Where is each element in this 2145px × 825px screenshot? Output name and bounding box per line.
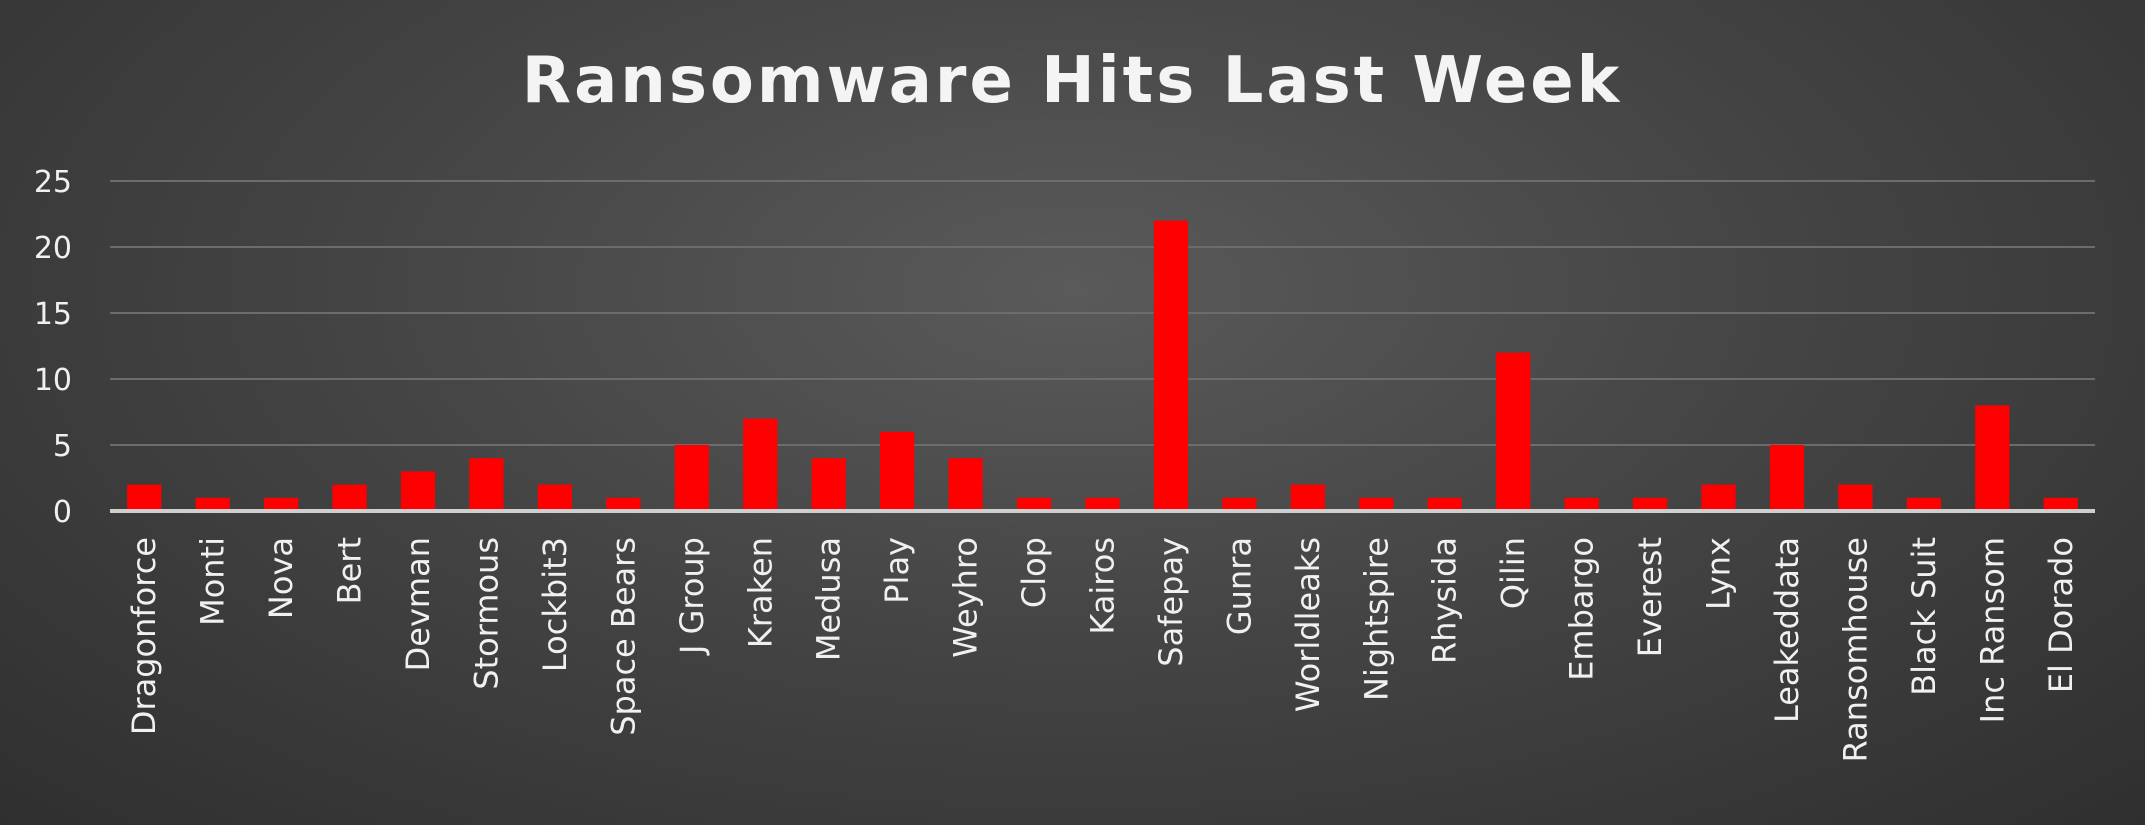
x-category-label: Space Bears xyxy=(604,537,642,736)
x-category-label: Devman xyxy=(399,537,437,671)
x-category-label: Weyhro xyxy=(947,537,985,658)
bar-worldleaks xyxy=(1290,484,1325,511)
bar-play xyxy=(880,431,915,511)
x-category-label: Black Suit xyxy=(1905,537,1943,696)
x-category-label: Nightspire xyxy=(1357,537,1395,701)
x-category-label: Stormous xyxy=(467,537,505,690)
y-tick-label: 15 xyxy=(34,297,72,332)
y-tick-label: 10 xyxy=(34,363,72,398)
x-category-label: Clop xyxy=(1015,537,1053,608)
y-tick-label: 25 xyxy=(34,165,72,200)
x-category-label: Everest xyxy=(1631,537,1669,657)
x-category-label: Gunra xyxy=(1220,537,1258,635)
bar-kairos xyxy=(1085,497,1120,511)
bar-inc-ransom xyxy=(1975,405,2010,511)
bar-safepay xyxy=(1153,220,1189,511)
bars xyxy=(127,220,2078,511)
x-category-label: J Group xyxy=(673,537,711,656)
x-category-label: Kraken xyxy=(741,537,779,648)
bar-lockbit3 xyxy=(537,484,573,511)
bar-dragonforce xyxy=(127,484,162,511)
x-category-label: Kairos xyxy=(1084,537,1122,635)
bar-devman xyxy=(400,471,436,511)
x-category-label: Worldleaks xyxy=(1289,537,1327,712)
bar-everest xyxy=(1632,497,1668,511)
x-category-label: Play xyxy=(878,537,916,604)
bar-kraken xyxy=(743,418,778,511)
x-category-label: Ransomhouse xyxy=(1836,537,1874,762)
x-category-label: Nova xyxy=(262,537,300,619)
x-category-label: Monti xyxy=(194,537,232,626)
y-tick-label: 0 xyxy=(53,495,72,530)
gridlines xyxy=(110,180,2095,446)
bar-gunra xyxy=(1222,497,1257,511)
bar-rhysida xyxy=(1427,497,1462,511)
bar-black-suit xyxy=(1906,497,1941,511)
x-category-label: Qilin xyxy=(1494,537,1532,609)
y-tick-label: 5 xyxy=(53,429,72,464)
x-category-label: Rhysida xyxy=(1426,537,1464,664)
bar-el-dorado xyxy=(2043,497,2078,511)
bar-leakeddata xyxy=(1769,445,1805,511)
y-tick-label: 20 xyxy=(34,231,72,266)
bar-bert xyxy=(332,484,367,511)
x-category-label: Inc Ransom xyxy=(1973,537,2011,723)
x-axis-category-labels: Dragonforce Monti Nova Bert Devman Stormous Lo… xyxy=(125,537,2080,762)
x-category-label: Medusa xyxy=(810,537,848,661)
bar-qilin xyxy=(1496,352,1531,511)
bar-space-bears xyxy=(606,497,641,511)
x-category-label: Leakeddata xyxy=(1768,537,1806,723)
bar-embargo xyxy=(1564,497,1599,511)
x-category-label: Embargo xyxy=(1563,537,1601,681)
bar-lynx xyxy=(1701,484,1736,511)
y-axis-tick-labels: 0 5 10 15 20 25 xyxy=(34,165,72,530)
bar-monti xyxy=(195,497,230,511)
bar-ransomhouse xyxy=(1838,484,1873,511)
x-category-label: El Dorado xyxy=(2042,537,2080,693)
x-category-label: Lynx xyxy=(1700,537,1738,610)
bar-weyhro xyxy=(948,458,983,511)
chart-title: Ransomware Hits Last Week xyxy=(522,44,1622,118)
bar-nightspire xyxy=(1359,497,1394,511)
bar-j-group xyxy=(674,445,709,511)
bar-clop xyxy=(1016,497,1052,511)
bar-stormous xyxy=(469,458,504,511)
bar-nova xyxy=(264,497,299,511)
x-category-label: Safepay xyxy=(1152,537,1190,667)
bar-medusa xyxy=(811,458,846,511)
x-category-label: Lockbit3 xyxy=(536,537,574,672)
x-category-label: Bert xyxy=(331,537,369,604)
x-category-label: Dragonforce xyxy=(125,537,163,735)
